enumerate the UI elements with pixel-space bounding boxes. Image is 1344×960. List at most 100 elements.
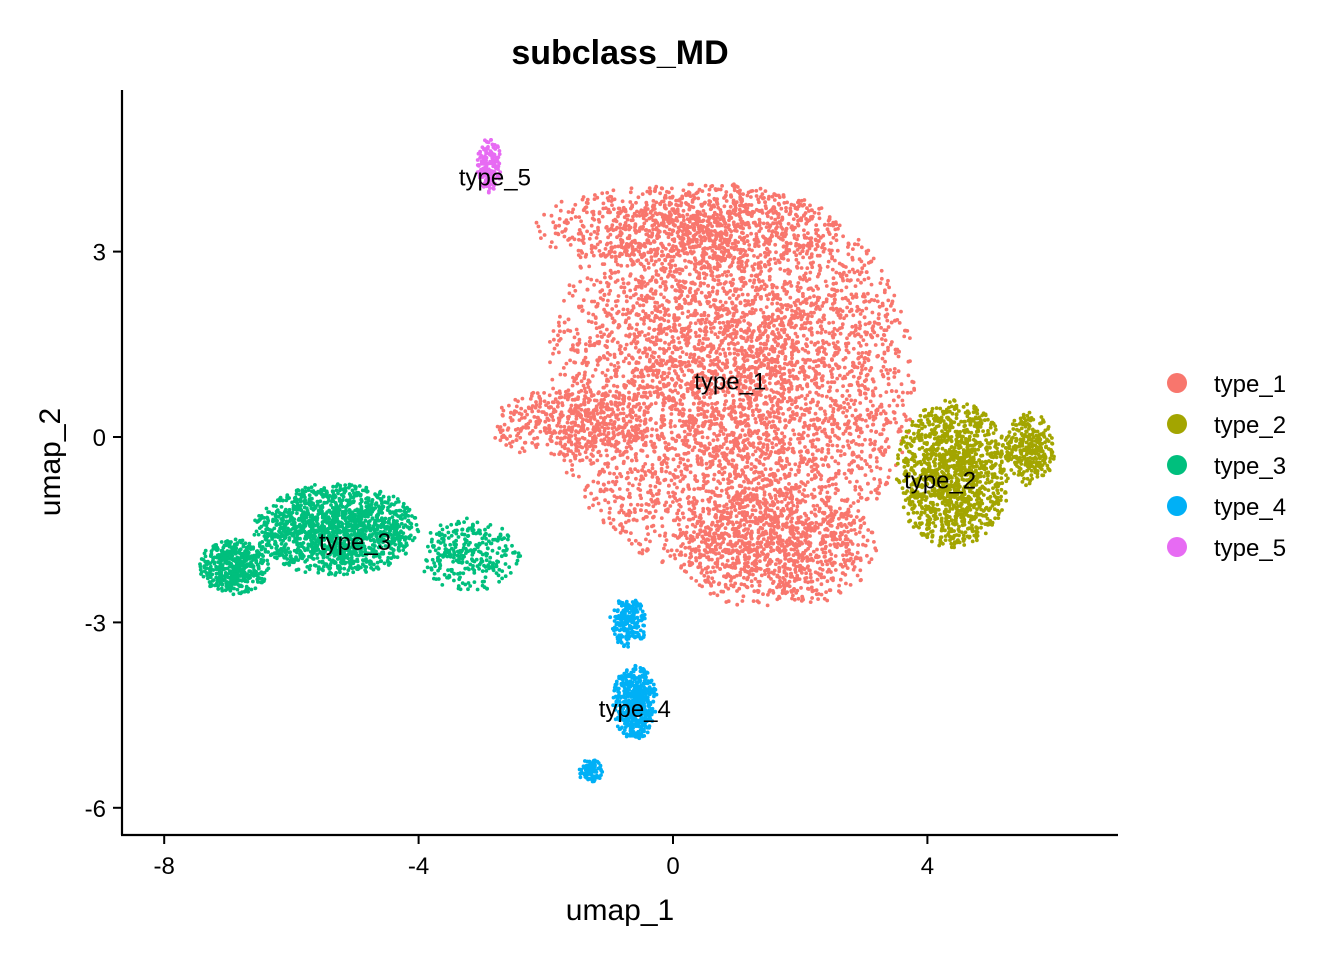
data-point	[773, 473, 778, 478]
data-point	[808, 390, 812, 395]
data-point	[779, 323, 784, 328]
data-point	[572, 360, 576, 365]
data-point	[859, 457, 864, 461]
data-point	[648, 339, 653, 344]
data-point	[763, 456, 767, 461]
data-point	[600, 335, 604, 339]
data-point	[790, 308, 794, 313]
data-point	[780, 305, 785, 310]
data-point	[878, 393, 883, 398]
data-point	[820, 245, 824, 250]
data-point	[686, 517, 691, 522]
data-point	[882, 333, 887, 338]
data-point	[717, 459, 722, 463]
data-point	[739, 372, 743, 377]
data-point	[723, 300, 728, 305]
data-point	[657, 437, 662, 442]
data-point	[630, 308, 634, 313]
data-point	[678, 398, 683, 403]
data-point	[784, 292, 789, 296]
data-point	[782, 366, 786, 371]
data-point	[849, 440, 854, 444]
data-point	[833, 459, 838, 464]
data-point	[662, 306, 666, 311]
data-point	[771, 419, 775, 424]
data-point	[799, 266, 804, 270]
data-point	[886, 371, 890, 376]
data-point	[634, 452, 638, 456]
data-point	[607, 471, 612, 476]
data-point	[809, 254, 814, 259]
data-point	[826, 380, 830, 385]
data-point	[757, 414, 762, 418]
data-point	[595, 278, 599, 283]
data-point	[623, 356, 628, 361]
data-point	[736, 294, 741, 298]
data-point	[787, 482, 791, 486]
data-point	[740, 352, 745, 356]
data-point	[684, 443, 689, 448]
data-point	[570, 383, 575, 388]
data-point	[627, 538, 631, 542]
data-point	[803, 483, 808, 487]
data-point	[593, 321, 598, 326]
data-point	[693, 437, 697, 442]
data-point	[714, 349, 719, 354]
data-point	[653, 304, 657, 309]
data-point	[618, 351, 623, 356]
data-point	[717, 320, 722, 325]
data-point	[795, 288, 800, 292]
data-point	[816, 400, 820, 405]
data-point	[805, 462, 809, 466]
data-point	[836, 461, 841, 466]
data-point	[868, 438, 873, 442]
data-point	[797, 418, 802, 423]
data-point	[741, 440, 745, 445]
data-point	[749, 462, 754, 466]
data-point	[752, 278, 757, 283]
data-point	[680, 289, 684, 294]
data-point	[817, 349, 822, 354]
data-point	[667, 342, 671, 347]
data-point	[626, 475, 630, 480]
data-point	[767, 473, 772, 477]
data-point	[627, 323, 632, 327]
data-point	[856, 356, 861, 361]
data-point	[685, 467, 689, 472]
data-point	[776, 354, 781, 359]
data-point	[830, 443, 835, 448]
data-point	[576, 395, 581, 400]
data-point	[842, 471, 847, 476]
data-point	[713, 531, 717, 536]
data-point	[848, 480, 852, 484]
data-point	[751, 409, 755, 414]
data-point	[726, 342, 731, 346]
data-point	[789, 284, 794, 288]
data-point	[731, 277, 736, 282]
data-point	[731, 433, 736, 438]
data-point	[688, 355, 692, 360]
data-point	[827, 321, 831, 325]
data-point	[746, 335, 751, 340]
data-point	[753, 294, 758, 299]
data-point	[679, 379, 684, 383]
data-point	[550, 377, 555, 382]
data-point	[846, 402, 850, 406]
data-point	[878, 432, 882, 437]
data-point	[762, 490, 767, 495]
data-point	[894, 420, 898, 425]
data-point	[577, 452, 582, 456]
data-point	[660, 407, 665, 412]
data-point	[736, 352, 740, 357]
data-point	[660, 303, 665, 307]
data-point	[808, 400, 813, 405]
data-point	[857, 492, 862, 496]
data-point	[853, 284, 858, 288]
data-point	[651, 227, 655, 232]
data-point	[844, 273, 849, 278]
data-point	[610, 330, 614, 335]
data-point	[558, 337, 563, 341]
data-point	[646, 266, 651, 270]
data-point	[859, 495, 864, 500]
data-point	[591, 312, 596, 317]
